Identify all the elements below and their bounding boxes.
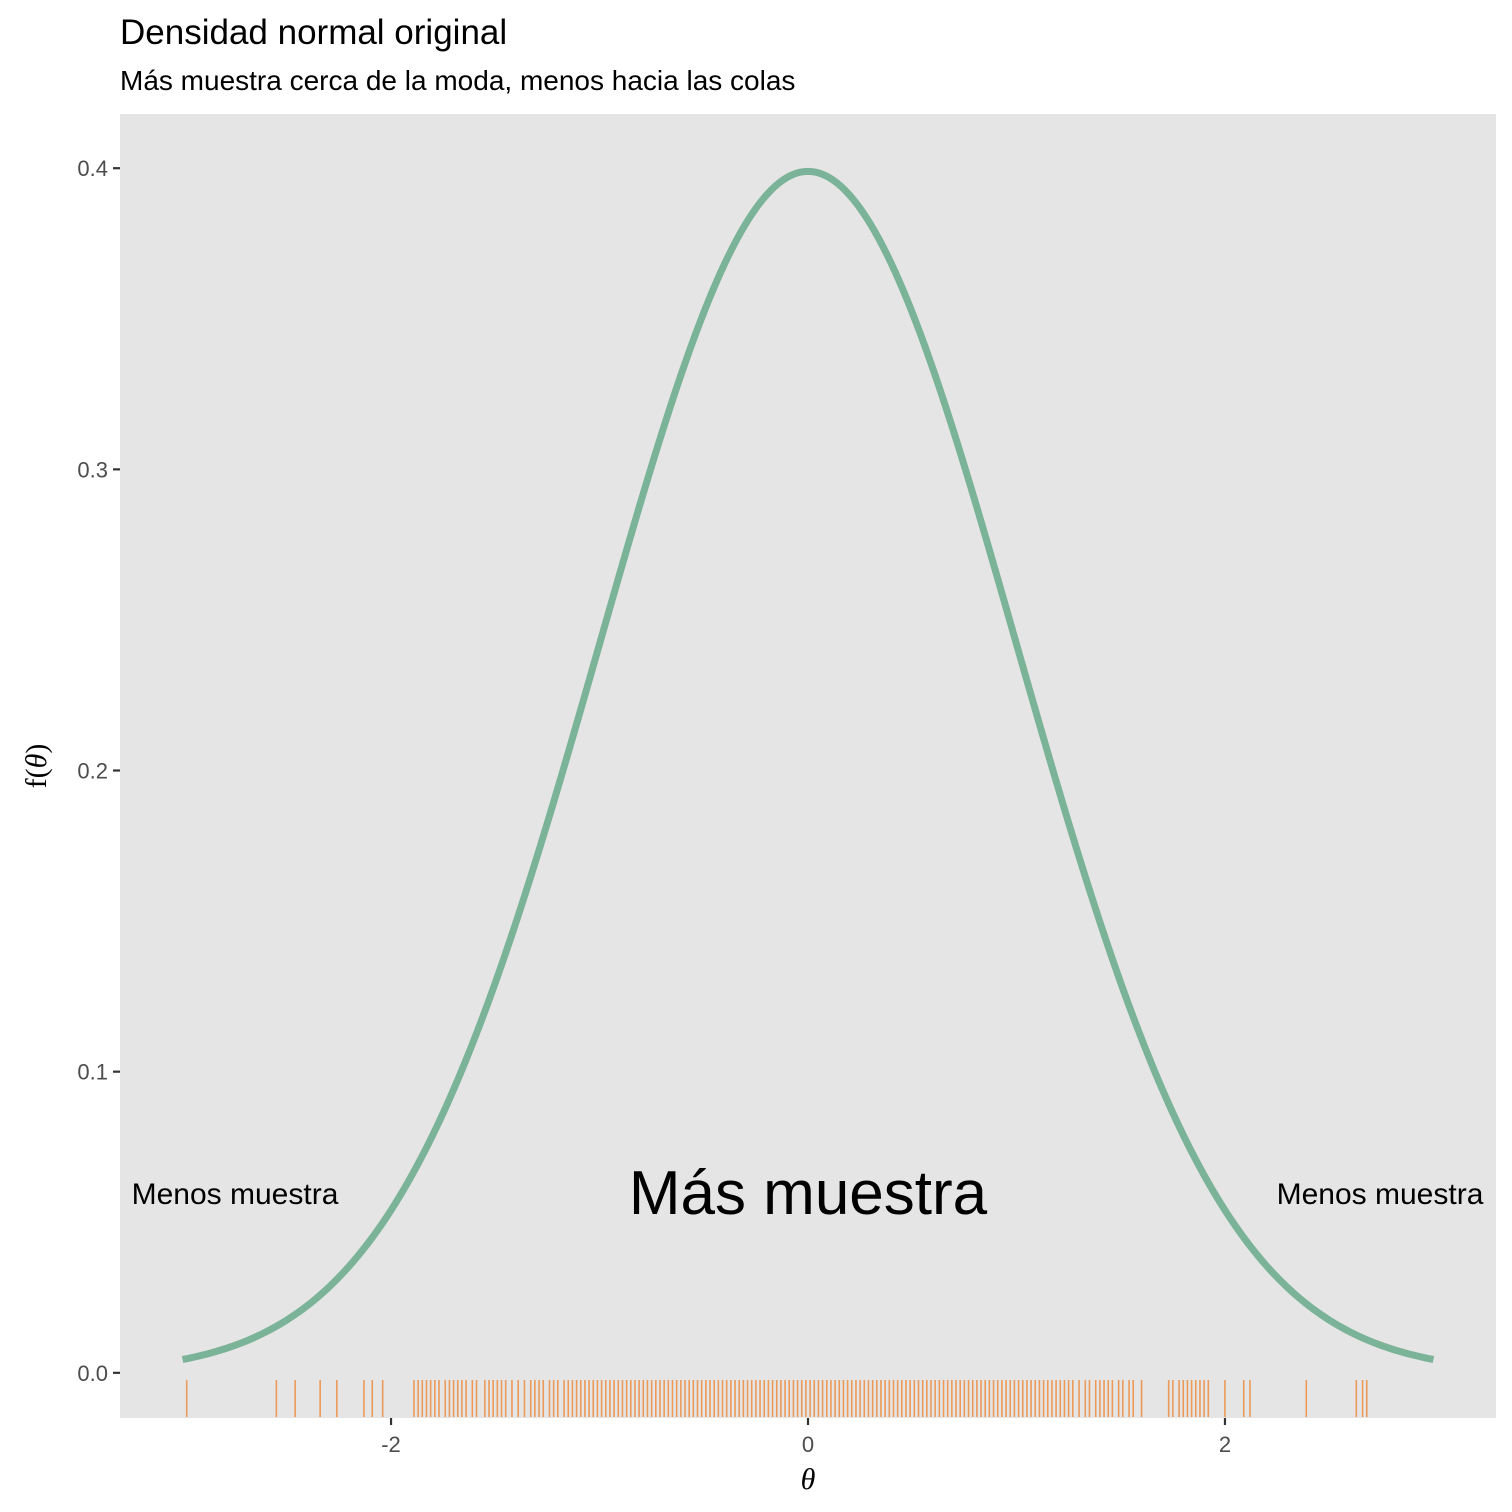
- annotation-left: Menos muestra: [132, 1178, 339, 1211]
- y-axis-label-suffix: ): [20, 744, 53, 754]
- y-tick-label: 0.4: [77, 156, 108, 181]
- y-axis-label: f(θ): [20, 744, 53, 789]
- chart-title: Densidad normal original: [120, 13, 507, 52]
- rug-marks: [185, 1380, 1368, 1417]
- y-tick-label: 0.1: [77, 1060, 108, 1085]
- annotation-right: Menos muestra: [1277, 1178, 1484, 1211]
- x-tick-label: 2: [1219, 1432, 1231, 1457]
- y-axis-label-prefix: f(: [20, 768, 53, 788]
- x-axis-label: θ: [801, 1463, 816, 1496]
- x-tick-label: -2: [381, 1432, 401, 1457]
- y-axis: 0.0 0.1 0.2 0.3 0.4: [77, 156, 120, 1386]
- y-tick-label: 0.0: [77, 1361, 108, 1386]
- chart-subtitle: Más muestra cerca de la moda, menos haci…: [120, 65, 795, 96]
- density-curve: [181, 167, 1435, 1363]
- y-tick-label: 0.3: [77, 457, 108, 482]
- plot-panel: [120, 114, 1496, 1418]
- annotation-center: Más muestra: [629, 1159, 988, 1228]
- y-tick-label: 0.2: [77, 759, 108, 784]
- x-axis: -2 0 2: [381, 1418, 1231, 1457]
- x-tick-label: 0: [802, 1432, 814, 1457]
- y-axis-label-symbol: θ: [20, 753, 53, 768]
